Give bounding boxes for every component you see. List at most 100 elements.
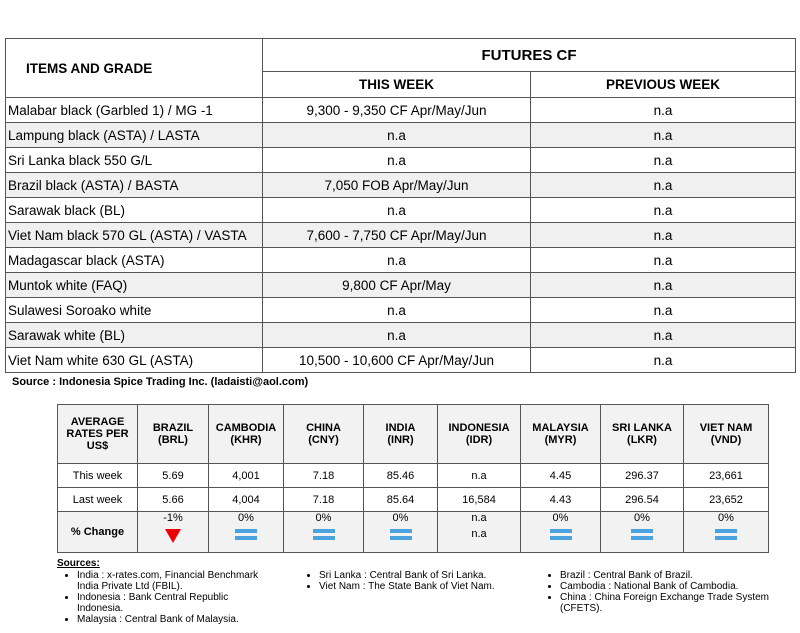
source-item: China : China Foreign Exchange Trade Sys… [560,592,770,614]
equal-icon [631,529,653,540]
rate: 4,001 [208,463,284,488]
row-label: Last week [57,487,138,512]
equal-icon [715,529,737,540]
cell: Viet Nam black 570 GL (ASTA) / VASTA [5,222,263,248]
currency: SRI LANKA [612,422,672,434]
change: n.a n.a [437,511,521,553]
code: (INR) [387,434,414,446]
currency: CAMBODIA [215,422,277,434]
cell: Sri Lanka black 550 G/L [5,147,263,173]
currency: INDONESIA [448,422,510,434]
change: 0% [363,511,438,553]
source-item: Sri Lanka : Central Bank of Sri Lanka. [319,570,519,581]
code: (IDR) [465,434,493,446]
cell: n.a [262,147,531,173]
code: (LKR) [627,434,657,446]
row: Malabar black (Garbled 1) / MG -1 9,300 -… [5,97,796,123]
change-value: 0% [238,512,254,525]
row: Brazil black (ASTA) / BASTA 7,050 FOB Apr… [5,172,796,198]
cell: n.a [530,247,796,273]
rate: 85.46 [363,463,438,488]
row: Viet Nam white 630 GL (ASTA) 10,500 - 10,… [5,347,796,373]
rate: 4.45 [520,463,601,488]
cell: 10,500 - 10,600 CF Apr/May/Jun [262,347,531,373]
header: CAMBODIA (KHR) [208,404,284,464]
change-value: 0% [718,512,734,525]
equal-icon [549,529,572,540]
row: This week 5.69 4,001 7.18 85.46 n.a 4.45 296.37… [57,463,769,488]
code: (KHR) [230,434,262,446]
currency: BRAZIL [152,422,194,434]
down-icon [165,529,181,543]
cell: Malabar black (Garbled 1) / MG -1 [5,97,263,123]
currency: VIET NAM [699,422,753,434]
cell: 7,050 FOB Apr/May/Jun [262,172,531,198]
row-label: % Change [57,511,138,553]
rate: 5.66 [137,487,209,512]
header: VIET NAM (VND) [683,404,769,464]
change: -1% [137,511,209,553]
code: (BRL) [158,434,188,446]
cell: Lampung black (ASTA) / LASTA [5,122,263,148]
change: 0% [283,511,364,553]
rate: 4,004 [208,487,284,512]
cell: n.a [530,172,796,198]
cell: n.a [262,247,531,273]
source-column: Brazil : Central Bank of Brazil.Cambodia… [540,570,770,614]
change: 0% [600,511,684,553]
row: Last week 5.66 4,004 7.18 85.64 16,584 4.43 296… [57,487,769,512]
row: Sri Lanka black 550 G/L n.a n.a [5,147,796,173]
currency: INDIA [385,422,416,434]
cell: n.a [530,197,796,223]
cell: n.a [262,197,531,223]
code: (CNY) [308,434,339,446]
rates-table: AVERAGE RATES PER US$ BRAZIL (BRL) CAMBODIA… [57,404,769,553]
corner: AVERAGE RATES PER US$ [57,404,138,464]
rate: 5.69 [137,463,209,488]
change: 0% [208,511,284,553]
source-list: Sri Lanka : Central Bank of Sri Lanka.Vi… [299,570,519,592]
change: 0% [520,511,601,553]
change-note: n.a [471,528,487,540]
sources-title: Sources: [57,558,100,569]
row: Muntok white (FAQ) 9,800 CF Apr/May n.a [5,272,796,298]
change-row: % Change -1% 0% 0% 0% n.a n.a 0% 0% 0% [57,511,769,553]
header: THIS WEEK [262,71,531,98]
cell: Sarawak white (BL) [5,322,263,348]
cell: 9,800 CF Apr/May [262,272,531,298]
row-label: This week [57,463,138,488]
change-value: 0% [634,512,650,525]
rate: 7.18 [283,487,364,512]
cell: n.a [262,322,531,348]
cell: 7,600 - 7,750 CF Apr/May/Jun [262,222,531,248]
cell: n.a [530,347,796,373]
row: Madagascar black (ASTA) n.a n.a [5,247,796,273]
code: (MYR) [544,434,577,446]
currency: CHINA [306,422,341,434]
cell: n.a [262,122,531,148]
cell: Brazil black (ASTA) / BASTA [5,172,263,198]
change-value: 0% [552,512,569,525]
header: FUTURES CF [262,37,796,73]
rate: 85.64 [363,487,438,512]
currency: MALAYSIA [532,422,589,434]
header-row: AVERAGE RATES PER US$ BRAZIL (BRL) CAMBODIA… [57,404,769,464]
row: Sarawak white (BL) n.a n.a [5,322,796,348]
cell: n.a [530,147,796,173]
header: ITEMS AND GRADE [5,38,263,98]
rate: 296.37 [600,463,684,488]
header: MALAYSIA (MYR) [520,404,601,464]
change-value: 0% [315,512,332,525]
row: Sulawesi Soroako white n.a n.a [5,297,796,323]
rate: 23,661 [683,463,769,488]
cell: n.a [530,97,796,123]
change-value: -1% [163,512,183,525]
cell: 9,300 - 9,350 CF Apr/May/Jun [262,97,531,123]
header: INDIA (INR) [363,404,438,464]
equal-icon [312,529,335,540]
cell: Viet Nam white 630 GL (ASTA) [5,347,263,373]
cell: Sulawesi Soroako white [5,297,263,323]
source-item: Brazil : Central Bank of Brazil. [560,570,770,581]
source-list: India : x-rates.com, Financial Benchmark… [57,570,277,625]
equal-icon [389,529,412,540]
